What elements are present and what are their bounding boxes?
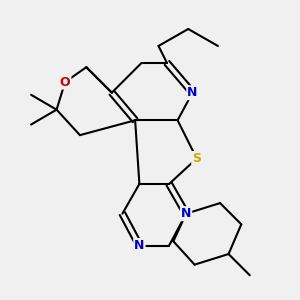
Text: O: O: [60, 76, 70, 88]
Text: N: N: [181, 207, 191, 220]
Text: N: N: [134, 239, 145, 252]
Text: S: S: [192, 152, 201, 165]
Text: N: N: [187, 86, 198, 99]
